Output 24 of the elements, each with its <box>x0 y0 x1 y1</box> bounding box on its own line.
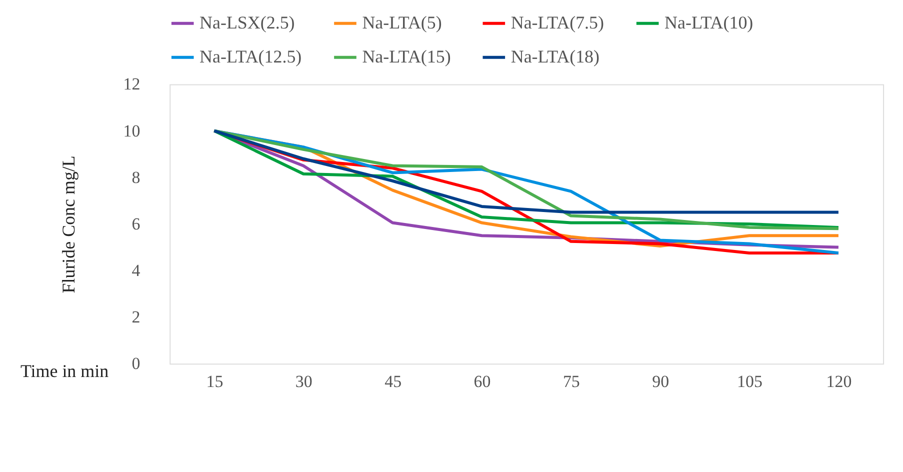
x-tick-label: 60 <box>474 372 491 392</box>
x-tick-label: 105 <box>737 372 762 392</box>
y-tick-label: 8 <box>132 168 140 187</box>
legend-label: Na-LSX(2.5) <box>200 12 295 32</box>
y-tick-label: 2 <box>132 308 140 327</box>
legend-label: Na-LTA(18) <box>510 46 600 66</box>
legend-label: Na-LTA(5) <box>362 12 442 32</box>
legend-label: Na-LTA(12.5) <box>200 46 302 66</box>
x-tick-label: 75 <box>562 372 580 392</box>
y-tick-label: 4 <box>132 261 141 280</box>
y-tick-label: 10 <box>123 121 140 140</box>
x-tick-label: 30 <box>295 372 312 392</box>
x-tick-label: 120 <box>826 372 852 392</box>
x-tick-label: 90 <box>652 372 670 392</box>
x-tick-label: 45 <box>384 372 402 392</box>
y-tick-label: 0 <box>132 354 140 374</box>
y-tick-label: 6 <box>132 214 140 234</box>
legend-label: Na-LTA(15) <box>362 46 451 66</box>
x-axis-title: Time in min <box>20 361 109 382</box>
y-tick-label: 12 <box>123 74 140 94</box>
x-tick-label: 15 <box>206 372 224 392</box>
legend-label: Na-LTA(7.5) <box>510 12 604 32</box>
legend-label: Na-LTA(10) <box>664 12 754 32</box>
y-axis-title: Fluride Conc mg/L <box>58 156 78 294</box>
